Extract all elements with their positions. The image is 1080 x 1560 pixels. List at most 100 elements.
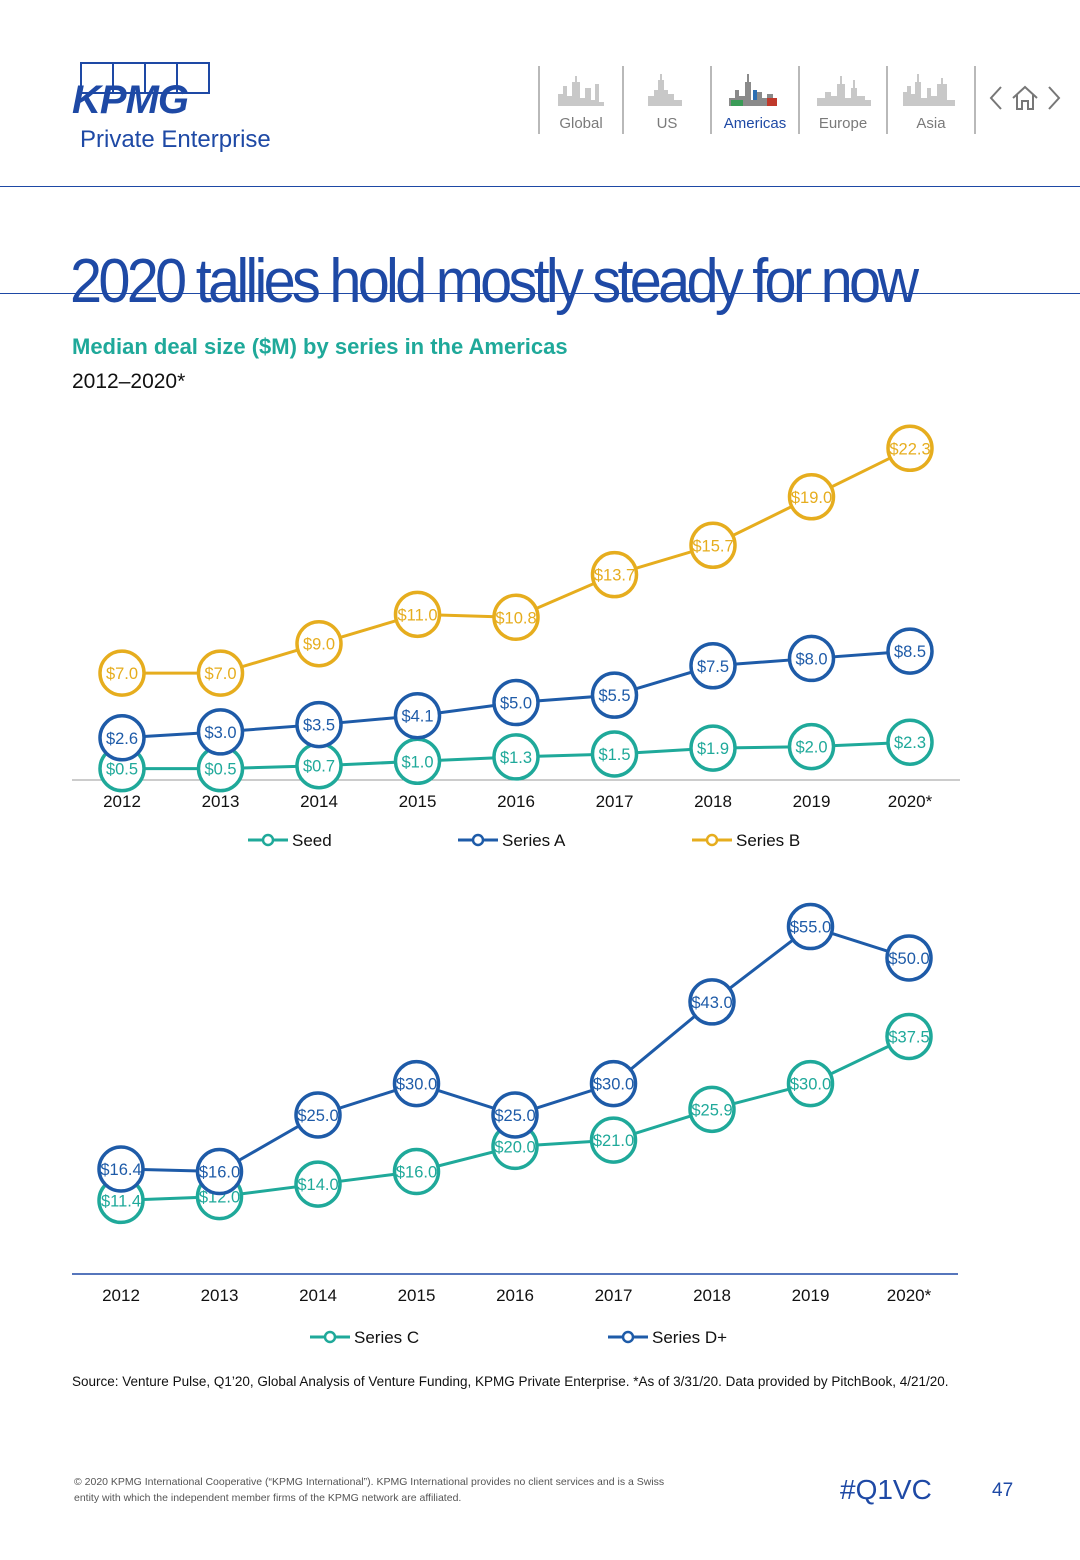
data-label-series-d: $30.0 xyxy=(396,1076,437,1094)
x-tick-label: 2013 xyxy=(201,1286,239,1305)
data-point-seed xyxy=(886,718,934,766)
data-point-series-a xyxy=(98,714,146,762)
data-label-seed: $2.0 xyxy=(795,739,827,757)
legend-marker xyxy=(261,833,275,847)
data-point-series-c xyxy=(589,1116,638,1164)
data-point-series-b xyxy=(590,550,639,599)
x-tick-label: 2014 xyxy=(299,1286,337,1305)
data-point-series-a xyxy=(295,700,343,749)
data-point-series-c xyxy=(885,1012,933,1061)
data-point-series-a xyxy=(393,691,442,740)
data-point-seed xyxy=(492,733,540,781)
x-tick-label: 2013 xyxy=(202,792,240,811)
legend-marker xyxy=(705,833,719,847)
legend-label: Seed xyxy=(292,831,332,850)
data-label-series-b: $7.0 xyxy=(204,665,236,683)
chart-subtitle: 2012–2020* xyxy=(72,370,186,393)
data-point-series-c xyxy=(392,1147,441,1196)
data-label-series-d: $25.0 xyxy=(494,1107,535,1125)
data-point-series-a xyxy=(787,634,836,683)
x-tick-label: 2018 xyxy=(693,1286,731,1305)
x-tick-label: 2012 xyxy=(102,1286,140,1305)
skyline-asia-icon xyxy=(903,74,955,106)
data-label-series-a: $5.0 xyxy=(500,695,532,713)
nav-label: Americas xyxy=(723,115,787,132)
x-tick-label: 2017 xyxy=(595,1286,633,1305)
legend-series-d: Series D+ xyxy=(608,1328,727,1347)
page-title: 2020 tallies hold mostly steady for now xyxy=(70,246,919,316)
x-tick-label: 2012 xyxy=(103,792,141,811)
prev-arrow-icon[interactable] xyxy=(988,84,1004,117)
data-label-series-c: $20.0 xyxy=(494,1138,535,1156)
legend-marker xyxy=(323,1330,337,1344)
nav-divider xyxy=(974,66,976,134)
data-point-series-b xyxy=(492,593,540,642)
x-tick-label: 2015 xyxy=(399,792,437,811)
data-label-series-a: $2.6 xyxy=(106,730,138,748)
data-label-series-c: $25.9 xyxy=(691,1101,732,1119)
data-label-series-b: $7.0 xyxy=(106,665,138,683)
home-icon[interactable] xyxy=(1010,84,1040,117)
data-label-series-b: $10.8 xyxy=(495,609,536,627)
legend-marker xyxy=(471,833,485,847)
x-tick-label: 2020* xyxy=(887,1286,932,1305)
nav-asia[interactable]: Asia xyxy=(886,66,974,134)
page-number: 47 xyxy=(992,1480,1014,1501)
hashtag: #Q1VC xyxy=(840,1474,932,1505)
chart-early-stage: 2012 2013 2014 2015 2016 2017 2018 2019 2020*$0.… xyxy=(72,424,960,850)
next-arrow-icon[interactable] xyxy=(1046,84,1062,117)
legend-seed: Seed xyxy=(248,831,332,850)
logo-wordmark: KPMG xyxy=(72,78,189,122)
data-label-series-b: $13.7 xyxy=(594,567,635,585)
data-point-series-b xyxy=(886,424,934,473)
legend-label: Series C xyxy=(354,1328,419,1347)
data-label-series-a: $3.0 xyxy=(204,724,236,742)
nav-americas[interactable]: Americas xyxy=(710,66,798,134)
data-point-series-d xyxy=(97,1145,145,1193)
data-point-series-a xyxy=(886,627,934,675)
data-point-series-b xyxy=(98,649,146,697)
data-label-series-c: $12.0 xyxy=(199,1189,240,1207)
data-label-series-a: $5.5 xyxy=(598,687,630,705)
data-point-series-d xyxy=(786,902,835,951)
x-tick-label: 2018 xyxy=(694,792,732,811)
data-point-seed xyxy=(590,730,639,778)
data-point-series-b xyxy=(689,521,737,570)
data-label-series-b: $22.3 xyxy=(889,440,930,458)
x-tick-label: 2016 xyxy=(497,792,535,811)
legend-marker xyxy=(621,1330,635,1344)
data-label-series-c: $14.0 xyxy=(297,1176,338,1194)
data-point-series-d xyxy=(195,1147,244,1196)
data-label-series-d: $16.0 xyxy=(199,1164,240,1182)
copyright-notice: © 2020 KPMG International Cooperative (“… xyxy=(74,1476,665,1504)
data-point-series-b xyxy=(787,473,836,521)
nav-us[interactable]: US xyxy=(622,66,710,134)
data-point-series-d xyxy=(392,1059,441,1108)
legend-label: Series A xyxy=(502,831,566,850)
legend-label: Series D+ xyxy=(652,1328,727,1347)
data-label-series-c: $30.0 xyxy=(790,1076,831,1094)
nav-label: Asia xyxy=(916,115,946,132)
skyline-global-icon xyxy=(558,76,604,106)
data-label-series-c: $11.4 xyxy=(101,1192,141,1210)
nav-label: Global xyxy=(559,115,603,132)
nav-label: Europe xyxy=(818,115,868,132)
data-point-series-a xyxy=(590,671,639,719)
skyline-europe-icon xyxy=(817,76,871,106)
chart-late-stage: 2012 2013 2014 2015 2016 2017 2018 2019 2020* $11… xyxy=(72,902,958,1347)
series-series-d: $16.4 $16.0 $25.0 $30.0 $25.0 $30.0 $43.0 $55.0… xyxy=(97,902,933,1196)
data-label-series-b: $11.0 xyxy=(397,606,437,624)
data-label-series-c: $21.0 xyxy=(593,1132,634,1150)
data-label-seed: $2.3 xyxy=(894,734,926,752)
data-label-seed: $0.5 xyxy=(204,761,236,779)
nav-europe[interactable]: Europe xyxy=(798,66,886,134)
x-tick-label: 2017 xyxy=(596,792,634,811)
legend-series-a: Series A xyxy=(458,831,566,850)
legend-series-b: Series B xyxy=(692,831,800,850)
region-nav: Global US Americas Europe Asia xyxy=(538,66,976,134)
data-point-series-c xyxy=(688,1085,736,1134)
nav-global[interactable]: Global xyxy=(538,66,622,134)
data-point-series-d xyxy=(885,934,933,982)
data-label-series-a: $7.5 xyxy=(697,658,729,676)
series-series-a: $2.6 $3.0 $3.5 $4.1 $5.0 $5.5 $7.5 $8.0 $8.5 xyxy=(98,627,934,762)
